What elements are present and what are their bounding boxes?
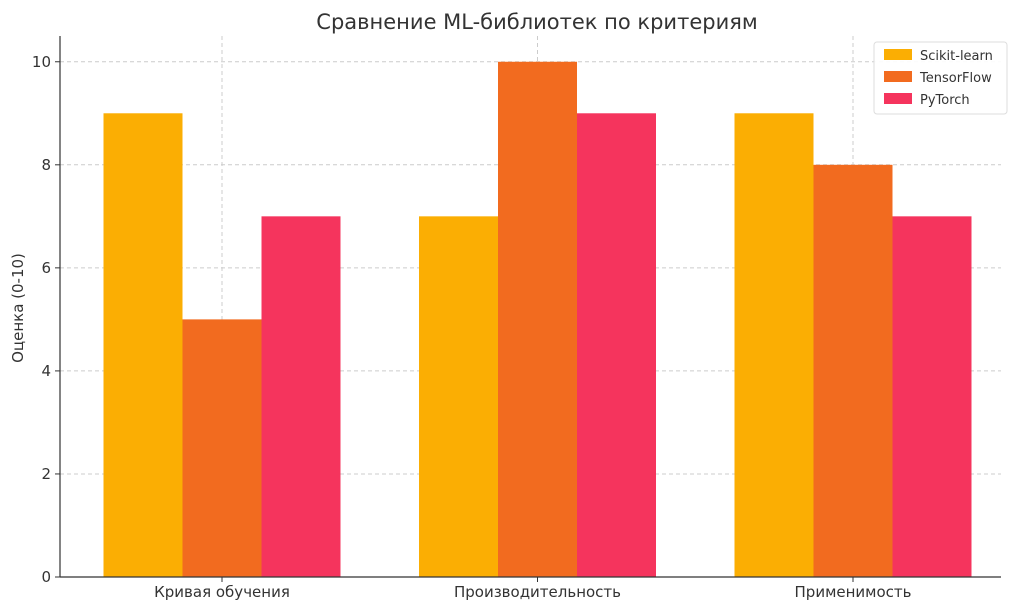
bar-scikit-learn-1 [419, 216, 498, 578]
legend: Scikit-learn TensorFlow PyTorch [873, 41, 1008, 115]
legend-swatch [884, 71, 912, 82]
x-tick-label: Производительность [454, 583, 621, 601]
legend-swatch [884, 93, 912, 104]
bar-pytorch-0 [261, 216, 341, 578]
bar-pytorch-1 [577, 113, 656, 578]
legend-label: TensorFlow [919, 71, 992, 86]
y-tick-label: 10 [32, 53, 51, 71]
y-tick-labels: 0 2 4 6 8 10 [32, 53, 51, 586]
axes [55, 36, 1001, 582]
bar-pytorch-2 [892, 216, 972, 578]
x-tick-label: Кривая обучения [154, 583, 290, 601]
y-axis-label: Оценка (0-10) [9, 253, 27, 363]
bar-tensorflow-1 [498, 61, 577, 578]
y-tick-label: 0 [41, 568, 51, 586]
x-tick-label: Применимость [795, 583, 912, 601]
bar-scikit-learn-0 [103, 113, 183, 578]
chart-title: Сравнение ML-библиотек по критериям [316, 10, 757, 34]
bar-tensorflow-0 [182, 319, 262, 577]
y-tick-label: 2 [41, 465, 51, 483]
x-tick-labels: Кривая обучения Производительность Примени… [154, 583, 911, 601]
legend-swatch [884, 49, 912, 60]
bar-scikit-learn-2 [734, 113, 814, 578]
bars [103, 61, 972, 578]
legend-label: PyTorch [920, 93, 970, 108]
y-tick-label: 6 [41, 259, 51, 277]
bar-tensorflow-2 [813, 164, 893, 578]
y-tick-label: 8 [41, 156, 51, 174]
y-tick-label: 4 [41, 362, 51, 380]
legend-label: Scikit-learn [920, 49, 993, 64]
